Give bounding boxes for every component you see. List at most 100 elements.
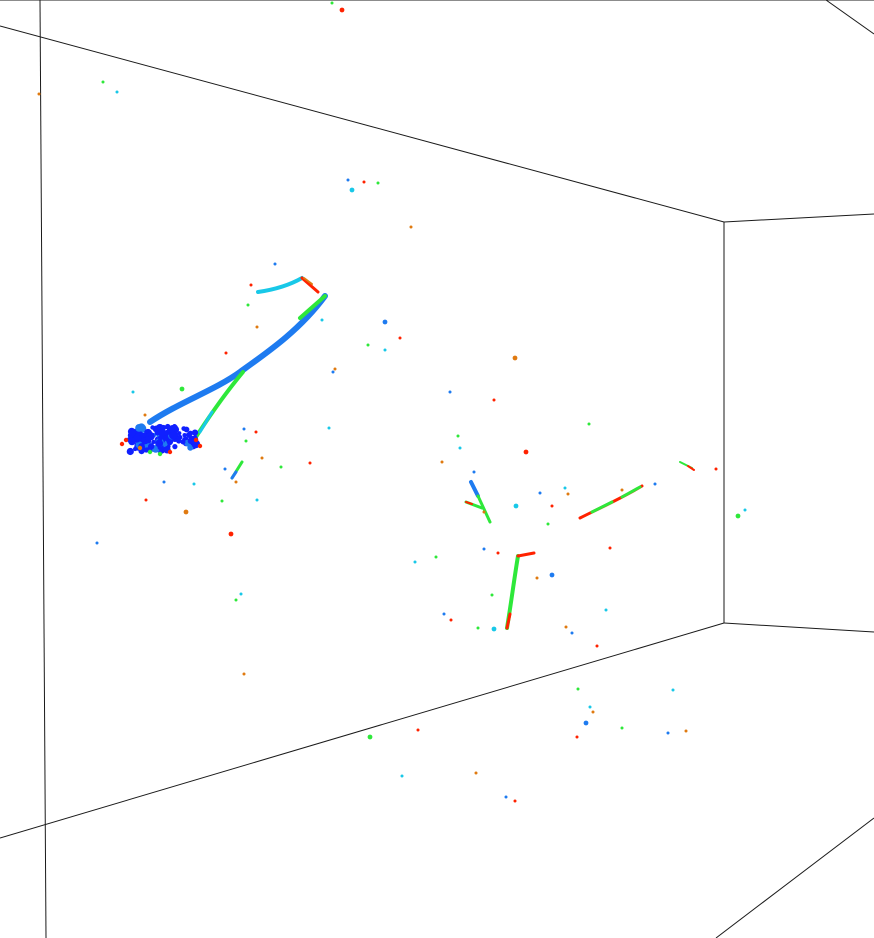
cluster-hit: [177, 431, 182, 436]
detector-hit: [666, 731, 670, 735]
detector-hit: [409, 225, 413, 229]
track-hook-end2: [303, 277, 313, 285]
detector-hit: [346, 178, 350, 182]
detector-hit: [95, 541, 99, 545]
detector-hit: [608, 546, 612, 550]
cluster-hit: [123, 437, 129, 443]
vertex-cluster: [119, 423, 203, 457]
detector-hit: [512, 355, 518, 361]
detector-hit: [566, 492, 570, 496]
detector-hit: [249, 283, 253, 287]
detector-hit: [714, 467, 718, 471]
track-center-green: [476, 494, 492, 524]
detector-hit: [434, 555, 438, 559]
detector-hit: [366, 343, 370, 347]
scattered-hits: [37, 1, 747, 803]
track-center-blue: [469, 480, 480, 498]
cluster-hit: [157, 451, 163, 457]
detector-hit: [482, 547, 486, 551]
detector-hit: [101, 80, 105, 84]
box-edge: [715, 817, 874, 938]
detector-hit: [254, 430, 258, 434]
detector-hit: [458, 446, 462, 450]
detector-hit: [575, 735, 579, 739]
cluster-hit: [182, 433, 187, 438]
detector-hit: [570, 631, 574, 635]
track-small-cap: [230, 470, 238, 480]
box-edge: [723, 622, 874, 633]
detector-hit: [591, 710, 595, 714]
detector-hit: [474, 771, 478, 775]
detector-hit: [413, 560, 417, 564]
track-lower-branch-edge: [198, 410, 214, 434]
detector-hit: [653, 482, 657, 486]
detector-hit: [179, 386, 185, 392]
cluster-hit: [157, 428, 166, 437]
detector-hit: [563, 486, 567, 490]
detector-hit: [244, 439, 248, 443]
detector-hit: [376, 181, 380, 185]
track-right-small-red: [687, 465, 695, 471]
detector-hit: [255, 498, 259, 502]
particle-tracks: [147, 276, 695, 630]
cluster-hit: [166, 438, 174, 446]
detector-hit: [183, 509, 189, 515]
detector-hit: [442, 612, 446, 616]
track-center-short-red: [465, 501, 473, 505]
detector-hit: [362, 180, 366, 184]
cluster-hit: [140, 432, 145, 437]
detector-hit: [456, 434, 460, 438]
cluster-hit: [193, 437, 199, 443]
cluster-hit: [180, 439, 186, 445]
detector-hit: [416, 728, 420, 732]
cluster-hit: [172, 444, 178, 450]
detector-hit: [550, 504, 554, 508]
detector-hit: [398, 336, 402, 340]
detector-hit: [234, 598, 238, 602]
cluster-hit: [166, 425, 175, 434]
detector-hit: [476, 626, 480, 630]
cluster-hit: [177, 434, 183, 440]
track-hook: [256, 276, 304, 294]
cluster-hit: [143, 447, 149, 453]
cluster-hit: [137, 445, 143, 451]
cluster-hit: [152, 425, 160, 433]
cluster-hit: [155, 431, 159, 436]
detector-hit: [620, 726, 624, 730]
box-edge: [0, 25, 725, 223]
detector-hit: [472, 470, 476, 474]
detector-hit: [513, 503, 519, 509]
detector-hit: [339, 7, 345, 13]
detector-hit: [535, 576, 539, 580]
detector-hit: [279, 465, 283, 469]
cluster-hit: [128, 437, 136, 446]
detector-hit: [735, 513, 741, 519]
cluster-hit: [148, 443, 155, 450]
cluster-hit: [145, 436, 150, 441]
box-edge: [723, 213, 874, 223]
detector-hit: [228, 531, 234, 537]
cluster-hit: [126, 447, 134, 456]
detector-hit: [320, 318, 324, 322]
detector-hit: [587, 422, 591, 426]
detector-hit: [504, 795, 508, 799]
box-edge: [39, 0, 47, 938]
detector-hit: [239, 592, 243, 596]
detector-hit: [115, 90, 119, 94]
detector-hit: [523, 449, 529, 455]
cluster-hit: [147, 449, 153, 455]
detector-hit: [273, 262, 277, 266]
detector-hit: [330, 1, 334, 5]
detector-hit: [490, 593, 494, 597]
track-long-arc-tail: [298, 294, 327, 320]
detector-hit: [400, 774, 404, 778]
box-edge: [0, 622, 725, 839]
detector-hit: [260, 456, 264, 460]
detector-hit: [331, 370, 335, 374]
detector-hit: [595, 644, 599, 648]
detector-hit: [192, 482, 196, 486]
detector-hit: [604, 608, 608, 612]
